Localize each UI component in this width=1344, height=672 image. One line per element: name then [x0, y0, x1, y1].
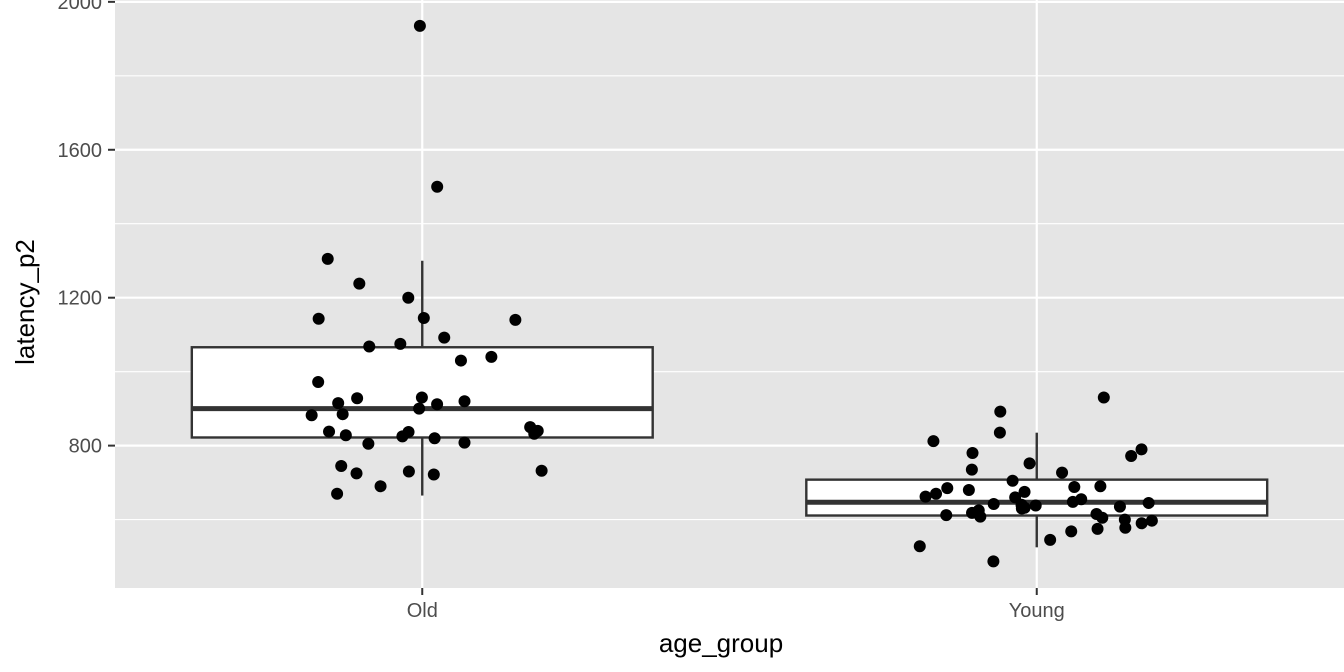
data-point: [535, 464, 548, 477]
data-point: [413, 19, 426, 32]
data-point: [323, 425, 336, 438]
data-point: [974, 510, 987, 523]
data-point: [485, 350, 498, 363]
data-point: [415, 391, 428, 404]
data-point: [332, 397, 345, 410]
data-point: [1018, 485, 1031, 498]
data-point: [413, 402, 426, 415]
data-point: [336, 408, 349, 421]
data-point: [1015, 502, 1028, 515]
data-point: [1006, 474, 1019, 487]
y-axis-title: latency_p2: [10, 239, 40, 365]
data-point: [1068, 481, 1081, 494]
data-point: [987, 498, 1000, 511]
data-point: [966, 447, 979, 460]
data-point: [1119, 521, 1132, 534]
data-point: [962, 484, 975, 496]
data-point: [427, 468, 440, 481]
data-point: [431, 180, 444, 193]
data-point: [913, 540, 926, 553]
data-point: [1023, 457, 1036, 470]
data-point: [1091, 522, 1104, 535]
data-point: [454, 354, 467, 367]
data-point: [1135, 443, 1148, 456]
data-point: [940, 509, 953, 522]
y-tick-label: 1200: [58, 288, 103, 310]
x-tick-label: Young: [1009, 600, 1065, 622]
data-point: [374, 480, 387, 493]
y-tick-label: 1600: [58, 140, 103, 162]
data-point: [312, 376, 325, 389]
data-point: [1096, 511, 1109, 524]
data-point: [927, 435, 940, 448]
data-point: [362, 437, 375, 450]
data-points: [305, 19, 1158, 568]
data-point: [321, 252, 334, 265]
data-point: [1094, 480, 1107, 493]
y-tick-label: 2000: [58, 0, 103, 14]
data-point: [930, 487, 943, 500]
y-axis: 800 1200 1600 2000: [58, 0, 115, 458]
data-point: [417, 312, 430, 325]
data-point: [458, 395, 471, 408]
data-point: [353, 277, 366, 290]
data-point: [312, 312, 325, 325]
data-point: [1135, 517, 1148, 530]
data-point: [1125, 449, 1138, 462]
data-point: [528, 427, 541, 440]
data-point: [941, 482, 954, 495]
data-point: [396, 430, 409, 443]
x-axis-title: age_group: [659, 628, 783, 658]
data-point: [993, 426, 1006, 439]
data-point: [402, 465, 415, 478]
data-point: [1065, 525, 1078, 538]
data-point: [1142, 496, 1155, 509]
data-point: [1056, 466, 1069, 479]
data-point: [363, 340, 376, 353]
data-point: [335, 459, 348, 472]
data-point: [965, 463, 978, 476]
data-point: [438, 331, 451, 344]
data-point: [1029, 499, 1042, 512]
data-point: [350, 467, 363, 480]
data-point: [509, 313, 522, 326]
x-tick-label: Old: [407, 600, 438, 622]
data-point: [331, 487, 344, 500]
data-point: [1066, 495, 1079, 508]
data-point: [919, 490, 932, 503]
y-tick-label: 800: [69, 436, 102, 458]
data-point: [394, 337, 407, 350]
data-point: [458, 436, 471, 449]
x-axis: Old Young: [407, 588, 1065, 622]
data-point: [987, 555, 1000, 568]
data-point: [305, 409, 318, 422]
data-point: [1145, 514, 1158, 527]
data-point: [402, 291, 415, 304]
data-point: [1113, 500, 1126, 513]
data-point: [339, 429, 352, 442]
data-point: [351, 392, 364, 405]
data-point: [431, 398, 444, 411]
data-point: [1097, 391, 1110, 404]
data-point: [428, 432, 441, 445]
data-point: [1044, 533, 1057, 546]
data-point: [994, 405, 1007, 418]
